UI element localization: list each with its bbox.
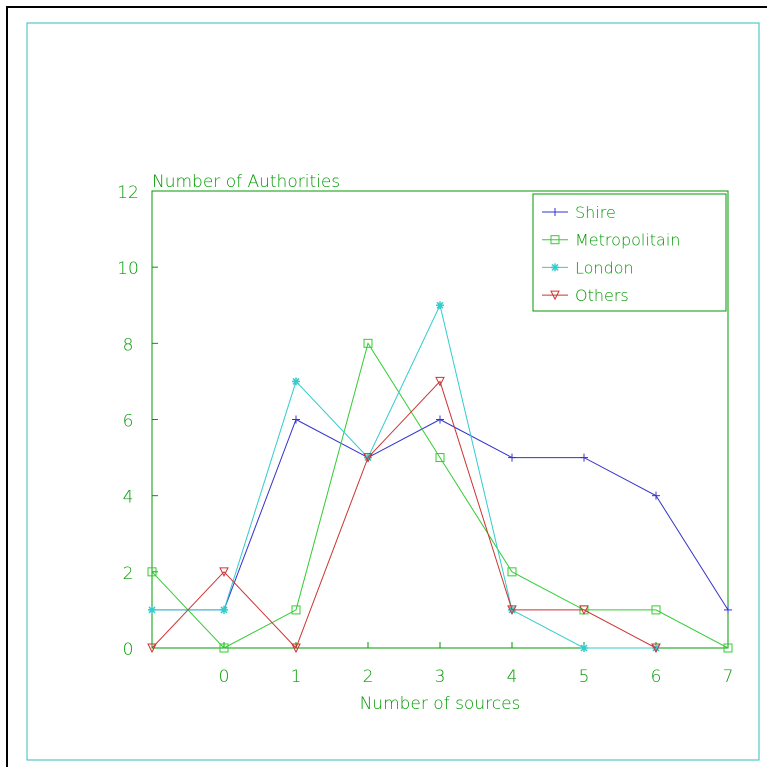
y-tick-label: 0: [123, 640, 134, 660]
legend-marker-d: [551, 263, 559, 271]
series-london: [148, 301, 660, 652]
x-tick-label: 6: [651, 667, 662, 687]
y-axis-title: Number of Authorities: [152, 172, 340, 192]
data-point-others: [507, 605, 517, 616]
legend-label: London: [575, 258, 634, 277]
data-point-london-d: [436, 301, 444, 309]
data-point-shire: [580, 453, 588, 462]
legend-label: Metropolitain: [575, 231, 680, 250]
legend-marker: [551, 208, 559, 216]
legend-item-london: London: [542, 258, 634, 277]
x-tick-label: 5: [579, 667, 590, 687]
legend-item-metropolitain: Metropolitain: [542, 231, 680, 250]
y-tick-label: 6: [123, 412, 134, 432]
x-tick-label: 7: [723, 667, 734, 687]
y-tick-label: 2: [123, 564, 134, 584]
data-point-others: [579, 605, 589, 616]
x-tick-label: 0: [219, 667, 230, 687]
legend-box: [532, 193, 727, 312]
data-point-shire: [292, 415, 300, 424]
y-tick-label: 12: [117, 183, 139, 203]
legend-item-others: Others: [542, 286, 629, 305]
x-tick-label: 4: [507, 667, 518, 687]
legend-marker: [550, 235, 560, 245]
data-point-metropolitain: [507, 567, 517, 577]
y-tick-label: 8: [123, 335, 134, 355]
legend-marker: [550, 290, 560, 301]
data-point-london-d: [292, 377, 300, 385]
data-point-metropolitain: [435, 453, 445, 463]
data-point-london: [148, 605, 156, 614]
data-point-london: [220, 605, 228, 614]
data-point-metropolitain: [291, 605, 301, 615]
data-point-others: [651, 643, 661, 654]
legend-label: Shire: [575, 203, 616, 222]
data-point-london-d: [580, 644, 588, 652]
legend-marker: [551, 263, 559, 272]
y-tick-label: 10: [117, 259, 139, 279]
data-point-london-d: [220, 606, 228, 614]
y-tick-label: 4: [123, 488, 134, 508]
data-point-metropolitain: [147, 567, 157, 577]
data-point-others: [435, 376, 445, 387]
inner-frame: [26, 22, 760, 761]
data-point-shire: [508, 453, 516, 462]
data-point-others: [219, 567, 229, 577]
series-line-others: [151, 380, 657, 649]
data-point-others: [363, 453, 373, 463]
legend: Shire Metropolitain London Others: [532, 193, 727, 312]
data-point-london: [580, 644, 588, 652]
data-point-london-d: [148, 606, 156, 614]
outer-frame: [6, 6, 767, 767]
x-tick-label: 2: [363, 667, 374, 687]
series-others: [147, 376, 661, 654]
x-axis-title: Number of sources: [360, 694, 521, 714]
series-metropolitain: [147, 338, 733, 653]
series-line-shire: [152, 418, 729, 611]
data-point-metropolitain: [651, 605, 661, 615]
data-point-metropolitain: [219, 643, 229, 653]
data-point-shire: [724, 605, 732, 614]
x-tick-label: 1: [291, 667, 302, 687]
data-point-shire: [436, 415, 444, 424]
series-line-london: [152, 303, 656, 649]
data-point-london: [436, 301, 444, 310]
data-point-shire: [652, 491, 660, 500]
series-line-metropolitain: [151, 342, 729, 649]
data-point-metropolitain: [363, 338, 373, 348]
x-tick-label: 3: [435, 667, 446, 687]
data-point-others: [147, 643, 157, 654]
legend-item-shire: Shire: [542, 203, 616, 222]
data-point-london: [292, 377, 300, 386]
data-point-metropolitain: [723, 643, 733, 653]
legend-label: Others: [575, 286, 629, 305]
data-point-others: [291, 643, 301, 654]
